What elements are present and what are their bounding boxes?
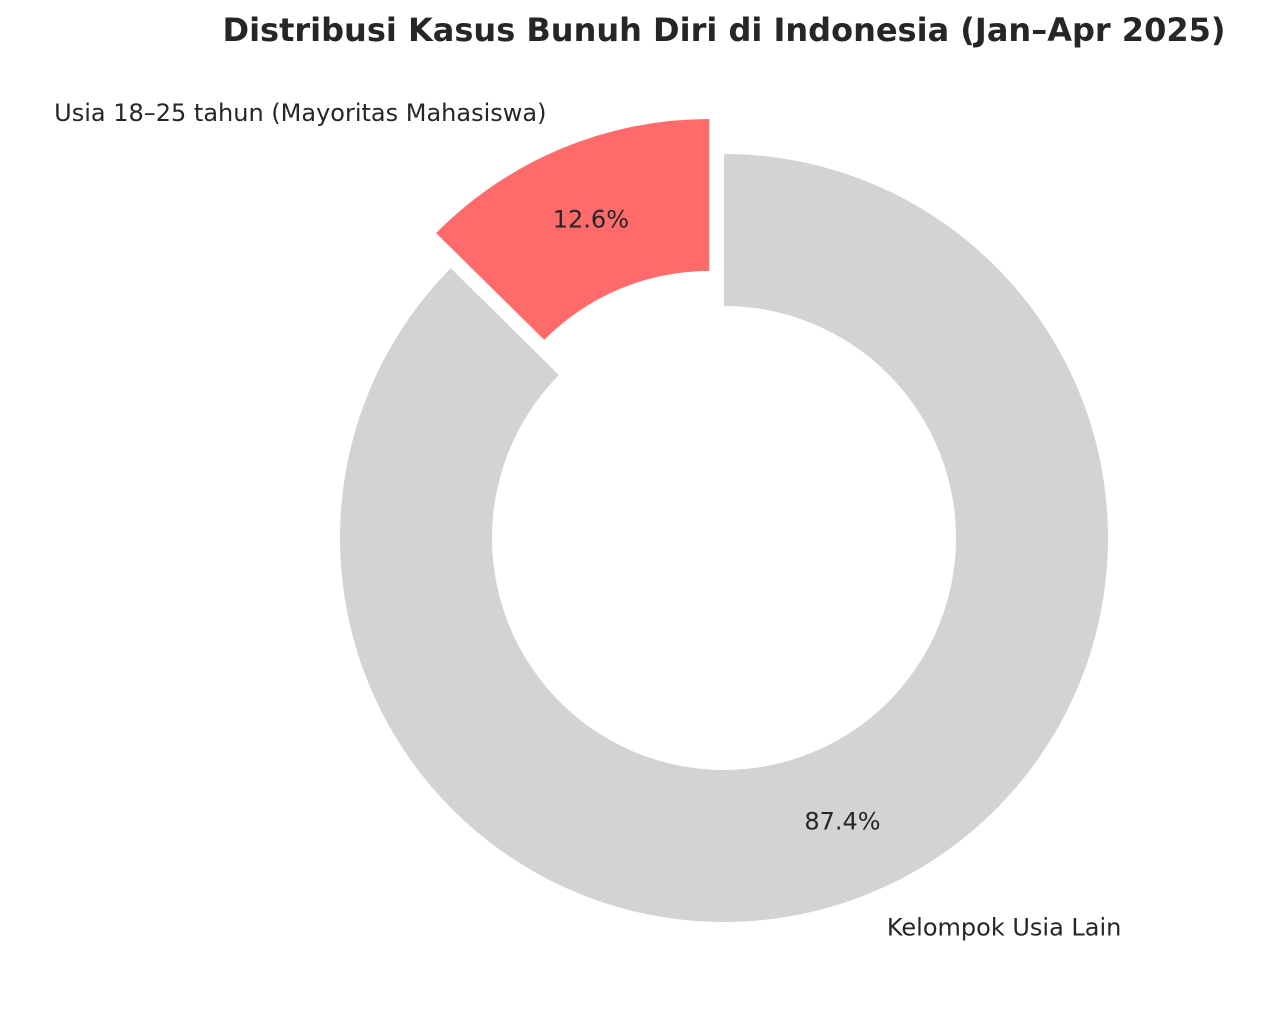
donut-slices [340, 118, 1109, 922]
slice-category-label: Usia 18–25 tahun (Mayoritas Mahasiswa) [54, 99, 546, 127]
slice-category-label: Kelompok Usia Lain [887, 914, 1122, 942]
slice-percentage-label: 87.4% [804, 807, 880, 835]
donut-slice [436, 118, 710, 340]
donut-labels: 12.6% Usia 18–25 tahun (Mayoritas Mahasis… [54, 99, 1121, 942]
donut-slice [340, 154, 1109, 922]
chart-title: Distribusi Kasus Bunuh Diri di Indonesia… [223, 11, 1226, 49]
slice-percentage-label: 12.6% [553, 205, 629, 233]
